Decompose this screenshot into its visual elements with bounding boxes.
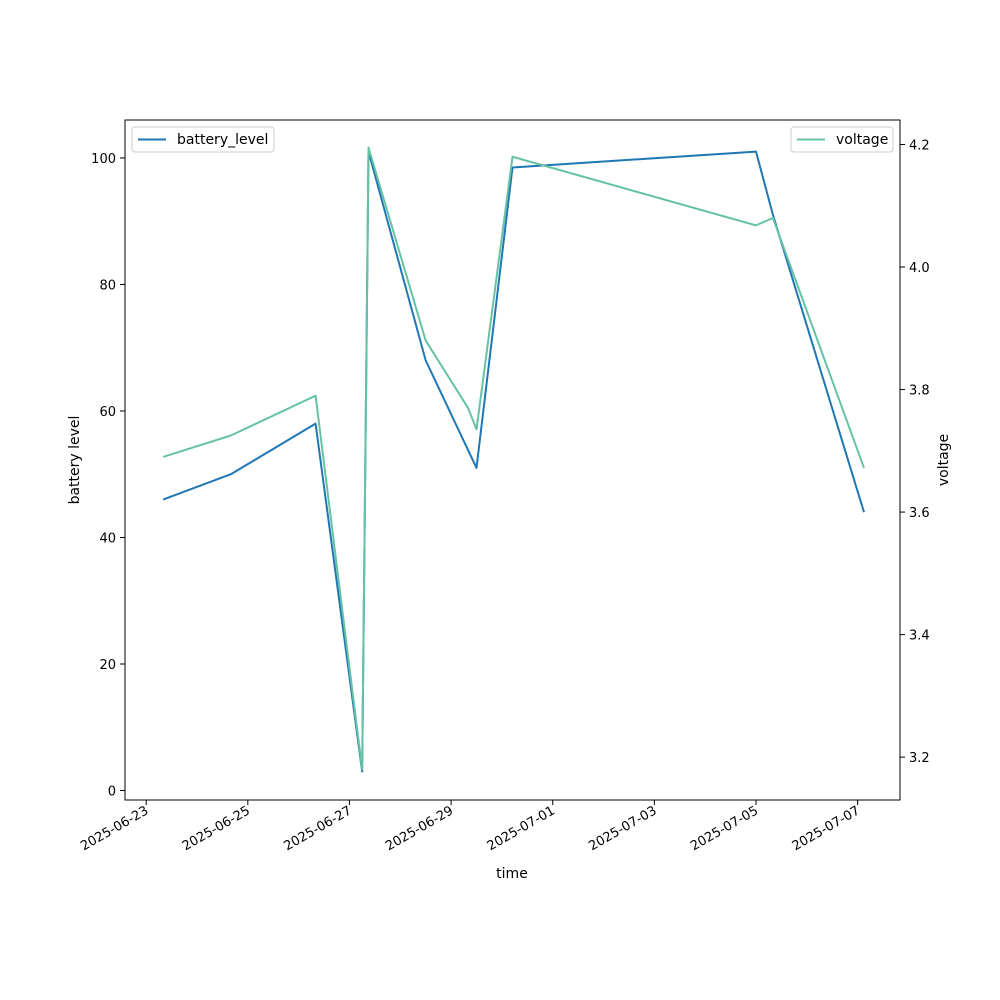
x-tick-label: 2025-06-29: [383, 803, 456, 854]
x-tick-label: 2025-07-07: [790, 803, 863, 854]
y-right-tick-label: 3.4: [909, 629, 930, 644]
legend-right: voltage: [790, 126, 894, 153]
legend-left-box: [131, 126, 275, 153]
y-axis-right: 3.2 3.4 3.6 3.8 4.0 4.2: [900, 139, 930, 766]
legend-right-box: [790, 126, 894, 153]
x-tick-label: 2025-06-25: [180, 803, 253, 854]
x-tick-label: 2025-07-03: [586, 803, 659, 854]
y-right-tick-label: 3.8: [909, 384, 930, 399]
x-tick-label: 2025-07-01: [485, 803, 558, 854]
y-axis-left: 0 20 40 60 80 100: [91, 152, 125, 800]
x-axis: 2025-06-23 2025-06-25 2025-06-27 2025-06-29…: [78, 800, 863, 854]
y-left-tick-label: 40: [99, 531, 116, 546]
y-right-tick-label: 4.2: [909, 139, 930, 154]
series-lines: [162, 146, 865, 773]
legend-left: battery_level: [131, 126, 275, 153]
x-tick-label: 2025-06-23: [78, 803, 151, 854]
legend-left-label: battery_level: [177, 132, 268, 148]
x-tick-label: 2025-07-05: [688, 803, 761, 854]
y-right-tick-label: 3.6: [909, 506, 930, 521]
plot-frame: [124, 119, 901, 801]
legend-right-label: voltage: [836, 132, 888, 148]
x-tick-label: 2025-06-27: [282, 803, 355, 854]
y-right-tick-label: 4.0: [909, 261, 930, 276]
series-line-voltage: [162, 146, 865, 771]
y-left-tick-label: 20: [99, 658, 116, 673]
y-left-tick-label: 0: [108, 785, 116, 800]
y-axis-right-label: voltage: [936, 434, 952, 486]
y-right-tick-label: 3.2: [909, 751, 930, 766]
plot-area: [125, 120, 900, 800]
x-axis-label: time: [496, 866, 528, 882]
y-left-tick-label: 80: [99, 278, 116, 293]
y-axis-left-label: battery level: [67, 416, 83, 505]
y-left-tick-label: 60: [99, 405, 116, 420]
series-line-battery-level: [162, 150, 865, 773]
y-left-tick-label: 100: [91, 152, 116, 167]
